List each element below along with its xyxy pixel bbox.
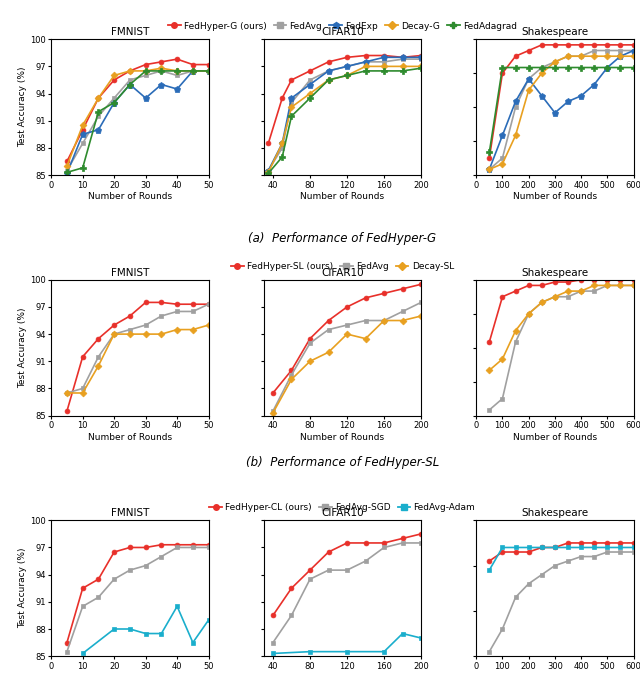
Title: Shakespeare: Shakespeare bbox=[522, 268, 588, 277]
Title: CIFAR10: CIFAR10 bbox=[321, 268, 364, 277]
Y-axis label: Test Accuracy (%): Test Accuracy (%) bbox=[18, 308, 27, 388]
Legend: FedHyper-SL (ours), FedAvg, Decay-SL: FedHyper-SL (ours), FedAvg, Decay-SL bbox=[231, 262, 454, 271]
Title: Shakespeare: Shakespeare bbox=[522, 27, 588, 37]
Text: (a)  Performance of FedHyper-G: (a) Performance of FedHyper-G bbox=[248, 232, 436, 244]
Title: CIFAR10: CIFAR10 bbox=[321, 27, 364, 37]
Title: CIFAR10: CIFAR10 bbox=[321, 508, 364, 518]
Y-axis label: Test Accuracy (%): Test Accuracy (%) bbox=[18, 67, 27, 147]
Title: FMNIST: FMNIST bbox=[111, 508, 149, 518]
X-axis label: Number of Rounds: Number of Rounds bbox=[300, 192, 385, 201]
Legend: FedHyper-G (ours), FedAvg, FedExp, Decay-G, FedAdagrad: FedHyper-G (ours), FedAvg, FedExp, Decay… bbox=[168, 22, 517, 30]
X-axis label: Number of Rounds: Number of Rounds bbox=[88, 192, 172, 201]
X-axis label: Number of Rounds: Number of Rounds bbox=[513, 192, 597, 201]
X-axis label: Number of Rounds: Number of Rounds bbox=[300, 433, 385, 442]
Title: FMNIST: FMNIST bbox=[111, 268, 149, 277]
Legend: FedHyper-CL (ours), FedAvg-SGD, FedAvg-Adam: FedHyper-CL (ours), FedAvg-SGD, FedAvg-A… bbox=[209, 503, 476, 511]
Text: (b)  Performance of FedHyper-SL: (b) Performance of FedHyper-SL bbox=[246, 456, 439, 468]
X-axis label: Number of Rounds: Number of Rounds bbox=[513, 433, 597, 442]
X-axis label: Number of Rounds: Number of Rounds bbox=[88, 433, 172, 442]
Y-axis label: Test Accuracy (%): Test Accuracy (%) bbox=[18, 548, 27, 629]
Title: FMNIST: FMNIST bbox=[111, 27, 149, 37]
Title: Shakespeare: Shakespeare bbox=[522, 508, 588, 518]
